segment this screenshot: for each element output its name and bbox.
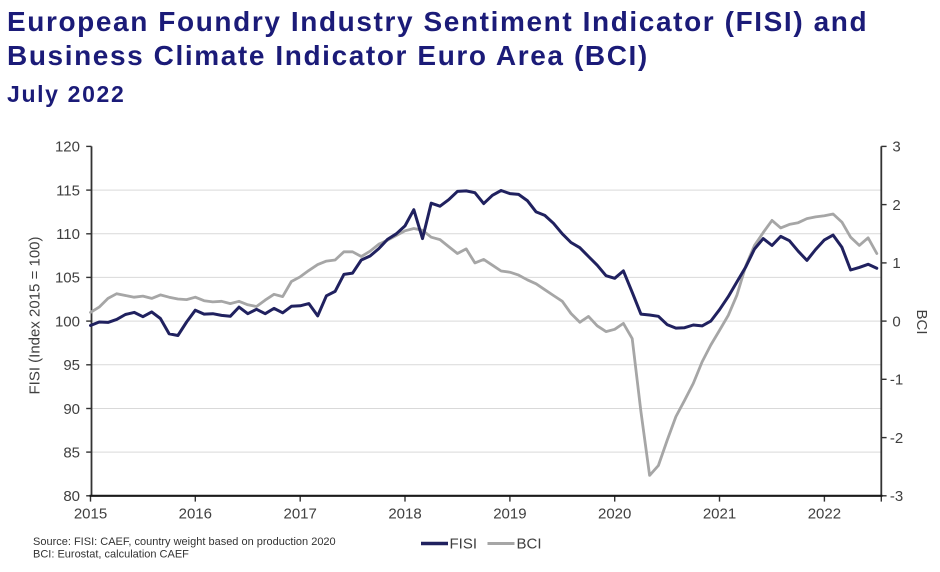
svg-text:BCI: Eurostat, calculation CAE: BCI: Eurostat, calculation CAEF — [33, 549, 189, 561]
svg-text:2019: 2019 — [493, 506, 526, 523]
svg-text:FISI (Index 2015 = 100): FISI (Index 2015 = 100) — [27, 236, 44, 394]
svg-text:95: 95 — [63, 357, 80, 374]
svg-text:120: 120 — [55, 139, 80, 156]
svg-text:1: 1 — [892, 255, 900, 272]
svg-text:105: 105 — [55, 270, 80, 287]
svg-text:0: 0 — [892, 313, 900, 330]
svg-text:2022: 2022 — [808, 506, 841, 523]
svg-text:100: 100 — [55, 313, 80, 330]
svg-text:3: 3 — [892, 139, 900, 156]
svg-text:-1: -1 — [890, 372, 903, 389]
svg-text:2015: 2015 — [74, 506, 107, 523]
svg-text:115: 115 — [56, 182, 80, 199]
svg-text:FISI: FISI — [450, 536, 478, 553]
svg-text:2021: 2021 — [703, 506, 736, 523]
svg-text:90: 90 — [63, 401, 80, 418]
svg-text:110: 110 — [56, 226, 80, 243]
svg-text:2018: 2018 — [388, 506, 421, 523]
svg-text:2016: 2016 — [179, 506, 212, 523]
svg-text:BCI: BCI — [517, 536, 542, 553]
svg-text:-2: -2 — [890, 430, 903, 447]
svg-text:2: 2 — [892, 197, 900, 214]
svg-text:80: 80 — [63, 488, 80, 505]
svg-text:2020: 2020 — [598, 506, 631, 523]
svg-text:-3: -3 — [890, 488, 903, 505]
svg-text:Source: FISI: CAEF, country we: Source: FISI: CAEF, country weight based… — [33, 536, 336, 548]
svg-text:2017: 2017 — [284, 506, 317, 523]
svg-text:85: 85 — [63, 444, 80, 461]
svg-text:BCI: BCI — [913, 309, 930, 334]
